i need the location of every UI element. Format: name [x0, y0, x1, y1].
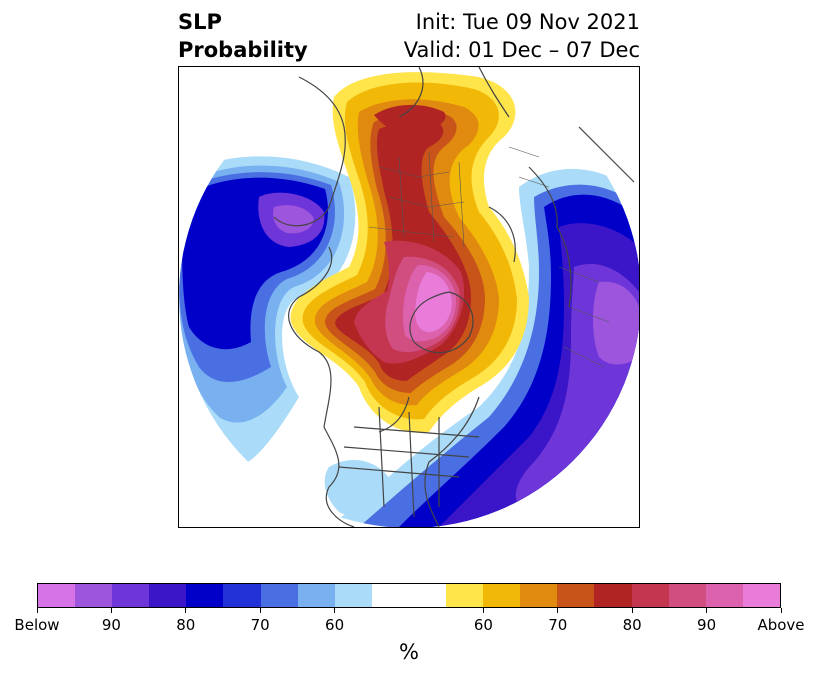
colorbar-segment	[186, 584, 224, 607]
political-borders	[368, 146, 610, 368]
coastlines	[273, 67, 635, 527]
colorbar-tick-label: 90	[101, 616, 121, 634]
map-title: SLP Probability	[178, 8, 308, 64]
colorbar-tick	[259, 608, 261, 613]
colorbar-tick-label: Above	[757, 616, 805, 634]
colorbar-tick-label: 60	[473, 616, 493, 634]
colorbar-tick	[706, 608, 708, 613]
polar-map	[178, 66, 640, 528]
colorbar-segment	[742, 584, 780, 607]
colorbar-tick	[185, 608, 187, 613]
colorbar-tick	[780, 608, 782, 613]
colorbar-segment	[705, 584, 743, 607]
colorbar-tick	[631, 608, 633, 613]
colorbar-tick-label: 60	[325, 616, 345, 634]
colorbar-tick	[36, 608, 38, 613]
init-date: Init: Tue 09 Nov 2021	[415, 10, 640, 34]
colorbar-segment	[557, 584, 595, 607]
probability-field	[179, 67, 639, 527]
colorbar-segment	[483, 584, 521, 607]
colorbar	[37, 583, 781, 608]
colorbar-tick	[557, 608, 559, 613]
colorbar-segment	[631, 584, 669, 607]
colorbar-tick-label: Below	[14, 616, 60, 634]
title-product: Probability	[178, 38, 308, 62]
colorbar-segment	[520, 584, 558, 607]
colorbar-tick-label: 70	[250, 616, 270, 634]
valid-period: Valid: 01 Dec – 07 Dec	[403, 38, 640, 62]
colorbar-tick	[482, 608, 484, 613]
colorbar-tick	[334, 608, 336, 613]
colorbar-segment	[297, 584, 335, 607]
colorbar-tick-label: 80	[176, 616, 196, 634]
colorbar-segment	[371, 584, 409, 607]
colorbar-segment	[334, 584, 372, 607]
colorbar-tick	[110, 608, 112, 613]
map-dates: Init: Tue 09 Nov 2021 Valid: 01 Dec – 07…	[404, 8, 640, 64]
colorbar-segment	[260, 584, 298, 607]
colorbar-segment	[223, 584, 261, 607]
colorbar-tick-label: 90	[697, 616, 717, 634]
colorbar-segment	[408, 584, 447, 607]
title-variable: SLP	[178, 10, 222, 34]
colorbar-segment	[149, 584, 187, 607]
colorbar-tick-label: 70	[548, 616, 568, 634]
colorbar-segment	[38, 584, 76, 607]
colorbar-segment	[668, 584, 706, 607]
colorbar-segment	[594, 584, 632, 607]
colorbar-unit: %	[399, 640, 419, 664]
colorbar-segment	[446, 584, 484, 607]
colorbar-segment	[75, 584, 113, 607]
colorbar-tick-label: 80	[622, 616, 642, 634]
colorbar-segment	[112, 584, 150, 607]
